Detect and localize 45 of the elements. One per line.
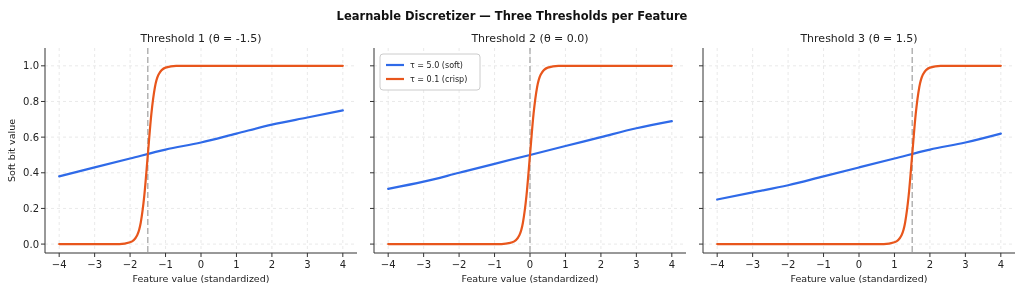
y-tick-label: 1.0 [23, 60, 39, 72]
y-tick-label: 0.6 [23, 131, 39, 143]
y-tick-label: 0.0 [23, 238, 39, 250]
x-tick-label: 4 [668, 259, 676, 270]
x-tick-label: −2 [451, 259, 467, 270]
x-tick-label: −3 [87, 259, 103, 270]
x-tick-label: 2 [597, 259, 605, 270]
legend-label: τ = 5.0 (soft) [410, 61, 463, 70]
x-tick-label: 1 [562, 259, 569, 270]
y-tick-label: 0.8 [23, 95, 39, 107]
x-axis-title: Feature value (standardized) [790, 273, 928, 284]
x-tick-label: −1 [158, 259, 173, 270]
x-axis-title: Feature value (standardized) [132, 273, 270, 284]
x-tick-label: 1 [233, 259, 240, 270]
x-tick-label: 2 [926, 259, 934, 270]
x-tick-label: −3 [745, 259, 761, 270]
x-tick-label: −2 [780, 259, 796, 270]
x-tick-label: −1 [816, 259, 831, 270]
chart-title: Threshold 3 (θ = 1.5) [799, 32, 918, 45]
x-tick-label: 0 [197, 259, 205, 270]
line-series [58, 109, 344, 178]
y-axis-title: Soft bit value [6, 118, 17, 183]
legend-label: τ = 0.1 (crisp) [410, 75, 468, 84]
line-series [58, 64, 344, 246]
y-tick-label: 0.4 [23, 167, 39, 179]
x-tick-label: 4 [997, 259, 1005, 270]
x-tick-label: 1 [891, 259, 898, 270]
x-tick-label: −2 [122, 259, 138, 270]
chart-title: Threshold 2 (θ = 0.0) [470, 32, 589, 45]
x-tick-label: −4 [380, 259, 396, 270]
x-tick-label: 2 [268, 259, 276, 270]
x-tick-label: 3 [962, 259, 969, 270]
x-tick-label: 0 [855, 259, 863, 270]
x-tick-label: 3 [633, 259, 640, 270]
x-tick-label: 0 [526, 259, 534, 270]
text: Learnable Discretizer — Three Thresholds per Feature [336, 9, 688, 23]
x-tick-label: −3 [416, 259, 432, 270]
x-tick-label: 3 [304, 259, 311, 270]
x-tick-label: −4 [709, 259, 725, 270]
x-tick-label: −1 [487, 259, 502, 270]
y-tick-label: 0.2 [23, 202, 39, 214]
x-tick-label: 4 [339, 259, 347, 270]
x-tick-label: −4 [51, 259, 67, 270]
chart-title: Threshold 1 (θ = -1.5) [139, 32, 262, 45]
x-axis-title: Feature value (standardized) [461, 273, 599, 284]
